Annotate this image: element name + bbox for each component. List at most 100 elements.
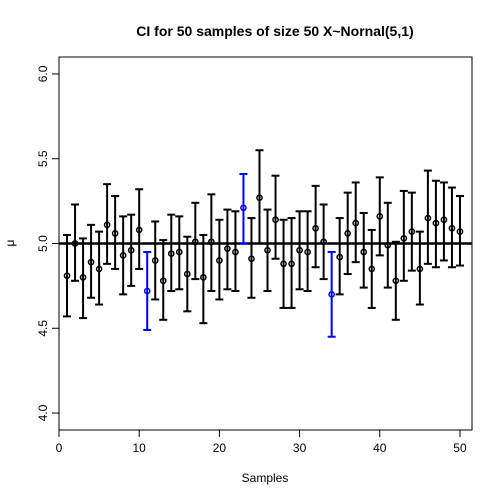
interval (287, 217, 296, 309)
interval (295, 210, 304, 291)
sample-mean-point (304, 248, 311, 256)
interval (399, 189, 408, 282)
interval (255, 149, 264, 245)
interval (87, 223, 96, 299)
sample-mean-point (440, 216, 448, 224)
interval (415, 230, 424, 306)
interval (95, 230, 104, 306)
interval (231, 210, 240, 292)
sample-mean-point (151, 257, 159, 264)
sample-mean-point (256, 194, 263, 202)
interval (383, 201, 392, 289)
interval (271, 174, 280, 260)
y-tick-label: 6.0 (36, 65, 50, 82)
interval (447, 186, 456, 269)
interval (439, 181, 448, 262)
sample-mean-point (232, 248, 239, 256)
interval (119, 215, 128, 296)
interval (207, 193, 216, 292)
y-axis-label: μ (3, 239, 17, 246)
interval (391, 240, 400, 321)
interval (199, 234, 208, 325)
sample-mean-point (159, 277, 167, 285)
sample-mean-point (336, 253, 344, 261)
y-tick-label: 4.0 (36, 404, 50, 421)
sample-mean-point (127, 246, 135, 254)
sample-mean-point (216, 257, 223, 264)
y-tick-label: 5.0 (36, 235, 50, 252)
interval-missing-mu (327, 250, 336, 338)
interval (335, 217, 344, 296)
interval-missing-mu (239, 172, 248, 245)
interval (351, 181, 360, 264)
sample-mean-point (408, 228, 416, 235)
interval (319, 203, 328, 281)
sample-mean-point (240, 204, 247, 212)
x-tick-label: 40 (373, 441, 387, 455)
sample-mean-point (248, 255, 255, 263)
interval (167, 213, 176, 292)
interval (303, 210, 312, 292)
sample-mean-point (352, 219, 360, 227)
interval (159, 239, 168, 321)
sample-mean-point (224, 245, 231, 252)
sample-mean-point (416, 265, 424, 273)
interval (223, 208, 232, 291)
x-tick-label: 50 (453, 441, 467, 455)
chart-title: CI for 50 samples of size 50 X~Nornal(5,… (136, 23, 413, 39)
y-tick-label: 4.5 (36, 320, 50, 337)
y-axis: 4.0 4.5 5.0 5.5 6.0 (36, 65, 60, 421)
sample-mean-point (135, 226, 143, 234)
interval (423, 169, 432, 265)
sample-mean-point (264, 246, 271, 254)
sample-mean-point (376, 213, 384, 220)
interval (111, 195, 120, 270)
interval (71, 203, 80, 282)
sample-mean-point (183, 270, 191, 278)
sample-mean-point (296, 246, 303, 254)
x-axis-label: Samples (242, 471, 289, 485)
interval (367, 228, 376, 309)
sample-mean-point (448, 224, 456, 232)
sample-mean-point (95, 265, 103, 273)
interval (127, 213, 136, 287)
confidence-intervals (63, 149, 464, 338)
sample-mean-point (312, 224, 319, 232)
sample-mean-point (344, 229, 352, 237)
interval (183, 235, 192, 313)
sample-mean-point (280, 260, 287, 268)
sample-mean-point (320, 238, 327, 246)
sample-mean-point (272, 216, 279, 224)
y-tick-label: 5.5 (36, 150, 50, 167)
sample-mean-point (368, 265, 376, 273)
x-tick-label: 10 (133, 441, 147, 455)
sample-mean-point (79, 274, 87, 281)
interval (63, 234, 72, 318)
sample-mean-point (167, 250, 175, 258)
sample-mean-point (400, 235, 408, 242)
sample-mean-point (392, 277, 400, 285)
interval (407, 191, 416, 272)
x-tick-label: 0 (56, 441, 63, 455)
interval (175, 215, 184, 291)
interval-missing-mu (143, 250, 152, 331)
sample-mean-point (384, 241, 392, 249)
sample-mean-point (424, 214, 432, 222)
sample-mean-point (288, 260, 295, 268)
interval (215, 218, 224, 301)
interval (263, 208, 272, 292)
interval (247, 217, 256, 299)
interval (359, 211, 368, 289)
sample-mean-point (191, 238, 199, 246)
interval (455, 195, 464, 267)
sample-mean-point (143, 287, 151, 295)
sample-mean-point (199, 274, 207, 281)
interval (311, 184, 320, 269)
interval (375, 176, 384, 257)
sample-mean-point (87, 258, 95, 266)
sample-mean-point (119, 252, 127, 259)
sample-mean-point (111, 229, 119, 237)
sample-mean-point (360, 248, 368, 256)
interval (431, 179, 440, 269)
